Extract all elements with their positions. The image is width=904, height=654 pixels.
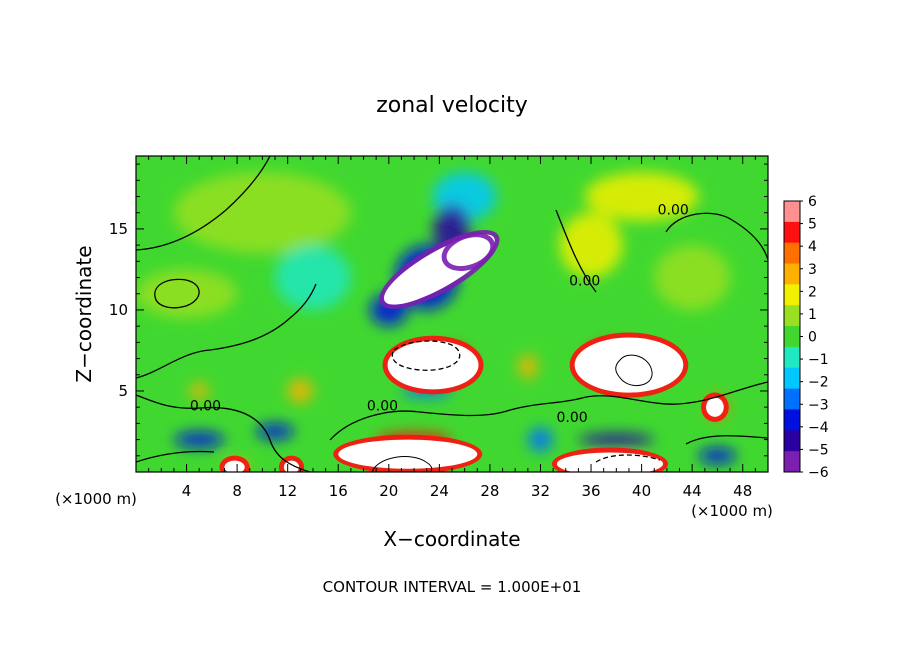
contour-positive-box-left [391, 340, 461, 371]
colorbar-tick-label-1: 5 [808, 217, 817, 233]
field-feature-8 [654, 245, 731, 310]
contour-label-1: 0.00 [190, 398, 221, 414]
field-feature-2 [275, 245, 351, 310]
x-tick-label-6: 28 [480, 482, 499, 500]
contour-bottom-dashed [595, 454, 661, 463]
colorbar-swatch-7 [784, 346, 800, 369]
colorbar-tick-label-5: 1 [808, 307, 817, 323]
contour-zero-lower [329, 381, 768, 441]
contour-zero-bottom-right [685, 435, 768, 445]
colorbar-swatch-5 [784, 305, 800, 327]
x-tick-label-3: 16 [329, 482, 348, 500]
contour-label-0: 0.00 [658, 202, 689, 218]
contour-zero-right [665, 212, 768, 261]
colorbar-swatch-2 [784, 242, 800, 265]
field-feature-17 [256, 423, 294, 440]
colorbar-tick-label-11: −5 [808, 442, 829, 458]
field-feature-7 [584, 172, 699, 221]
contour-zero-lower-left [136, 394, 311, 472]
colorbar-tick-label-9: −3 [808, 397, 829, 413]
chart-title: zonal velocity [376, 93, 528, 118]
saturated-region-7 [224, 460, 245, 472]
x-unit-left: (×1000 m) [55, 490, 137, 508]
field-feature-20 [578, 433, 655, 447]
colorbar-swatch-4 [784, 284, 800, 306]
y-tick-label-1: 10 [109, 301, 128, 319]
x-unit-right: (×1000 m) [691, 502, 773, 520]
saturated-region-5 [556, 452, 664, 472]
colorbar-tick-label-10: −4 [808, 420, 829, 436]
field-feature-15 [287, 378, 313, 404]
y-axis-ticks: 5 10 15 [109, 163, 768, 457]
x-tick-label-1: 8 [232, 482, 242, 500]
saturated-region-3 [574, 337, 684, 393]
y-tick-label-2: 15 [109, 220, 128, 238]
saturated-regions [219, 230, 729, 472]
colorbar-tick-label-12: −6 [808, 465, 829, 481]
contour-zero-right-mid [555, 209, 597, 293]
contour-lines [136, 156, 768, 472]
field-feature-9 [559, 212, 623, 278]
colorbar-swatch-1 [784, 221, 800, 244]
x-tick-label-0: 4 [182, 482, 192, 500]
colorbar-swatch-12 [784, 451, 800, 473]
contour-label-3: 0.00 [556, 410, 587, 426]
colorbar-tick-label-0: 6 [808, 194, 817, 210]
colorbar-swatch-11 [784, 430, 800, 452]
y-tick-label-0: 5 [118, 382, 128, 400]
x-tick-label-10: 44 [683, 482, 702, 500]
colorbar-tick-label-4: 2 [808, 284, 817, 300]
contour-label-2: 0.00 [367, 398, 398, 414]
field-feature-1 [136, 269, 238, 319]
field-feature-22 [527, 427, 554, 452]
field-feature-16 [173, 431, 225, 448]
colorbar-tick-label-2: 4 [808, 239, 817, 255]
field-feature-14 [189, 382, 209, 400]
saturated-region-2 [387, 340, 479, 390]
contour-labels: 0.00 0.00 0.00 0.00 0.00 [190, 202, 689, 425]
x-tick-label-11: 48 [733, 482, 752, 500]
contour-interval-note: CONTOUR INTERVAL = 1.000E+01 [323, 578, 582, 596]
field-feature-12 [518, 354, 538, 379]
x-axis-label: X−coordinate [383, 527, 520, 551]
colorbar-tick-label-6: 0 [808, 330, 817, 346]
contour-zero-bottom-left [136, 450, 215, 463]
colorbar-tick-label-7: −1 [808, 352, 829, 368]
x-tick-label-2: 12 [278, 482, 297, 500]
contour-bottom-thin [371, 456, 433, 472]
x-axis-ticks: 4 8 12 16 20 24 28 32 36 40 44 48 [148, 156, 756, 500]
colorbar-tick-label-8: −2 [808, 375, 829, 391]
contour-zero-island [154, 278, 200, 309]
saturated-region-4 [338, 439, 478, 469]
contour-positive-box-right [615, 354, 653, 387]
colorbar: 6 5 4 3 2 1 0 −1 −2 −3 −4 −5 −6 [783, 194, 829, 481]
contour-zero-upper [136, 156, 271, 251]
colorbar-swatch-3 [784, 263, 800, 285]
x-tick-label-5: 24 [430, 482, 449, 500]
x-tick-label-8: 36 [581, 482, 600, 500]
x-tick-label-4: 20 [379, 482, 398, 500]
x-tick-label-9: 40 [632, 482, 651, 500]
plot-area: 0.00 0.00 0.00 0.00 0.00 [136, 156, 768, 472]
colorbar-swatch-8 [784, 367, 800, 390]
colorbar-swatch-9 [784, 388, 800, 410]
field-feature-0 [173, 172, 351, 254]
colorbar-swatch-10 [784, 409, 800, 431]
saturated-region-1 [446, 237, 491, 267]
field-feature-23 [698, 447, 737, 464]
contour-zero-mid [136, 283, 317, 379]
x-tick-label-7: 32 [531, 482, 550, 500]
colorbar-swatch-6 [784, 326, 800, 348]
colorbar-tick-label-3: 3 [808, 262, 817, 278]
contour-label-4: 0.00 [569, 274, 600, 290]
saturated-region-6 [706, 397, 724, 417]
colorbar-swatch-0 [784, 201, 800, 223]
y-axis-label: Z−coordinate [72, 245, 96, 382]
